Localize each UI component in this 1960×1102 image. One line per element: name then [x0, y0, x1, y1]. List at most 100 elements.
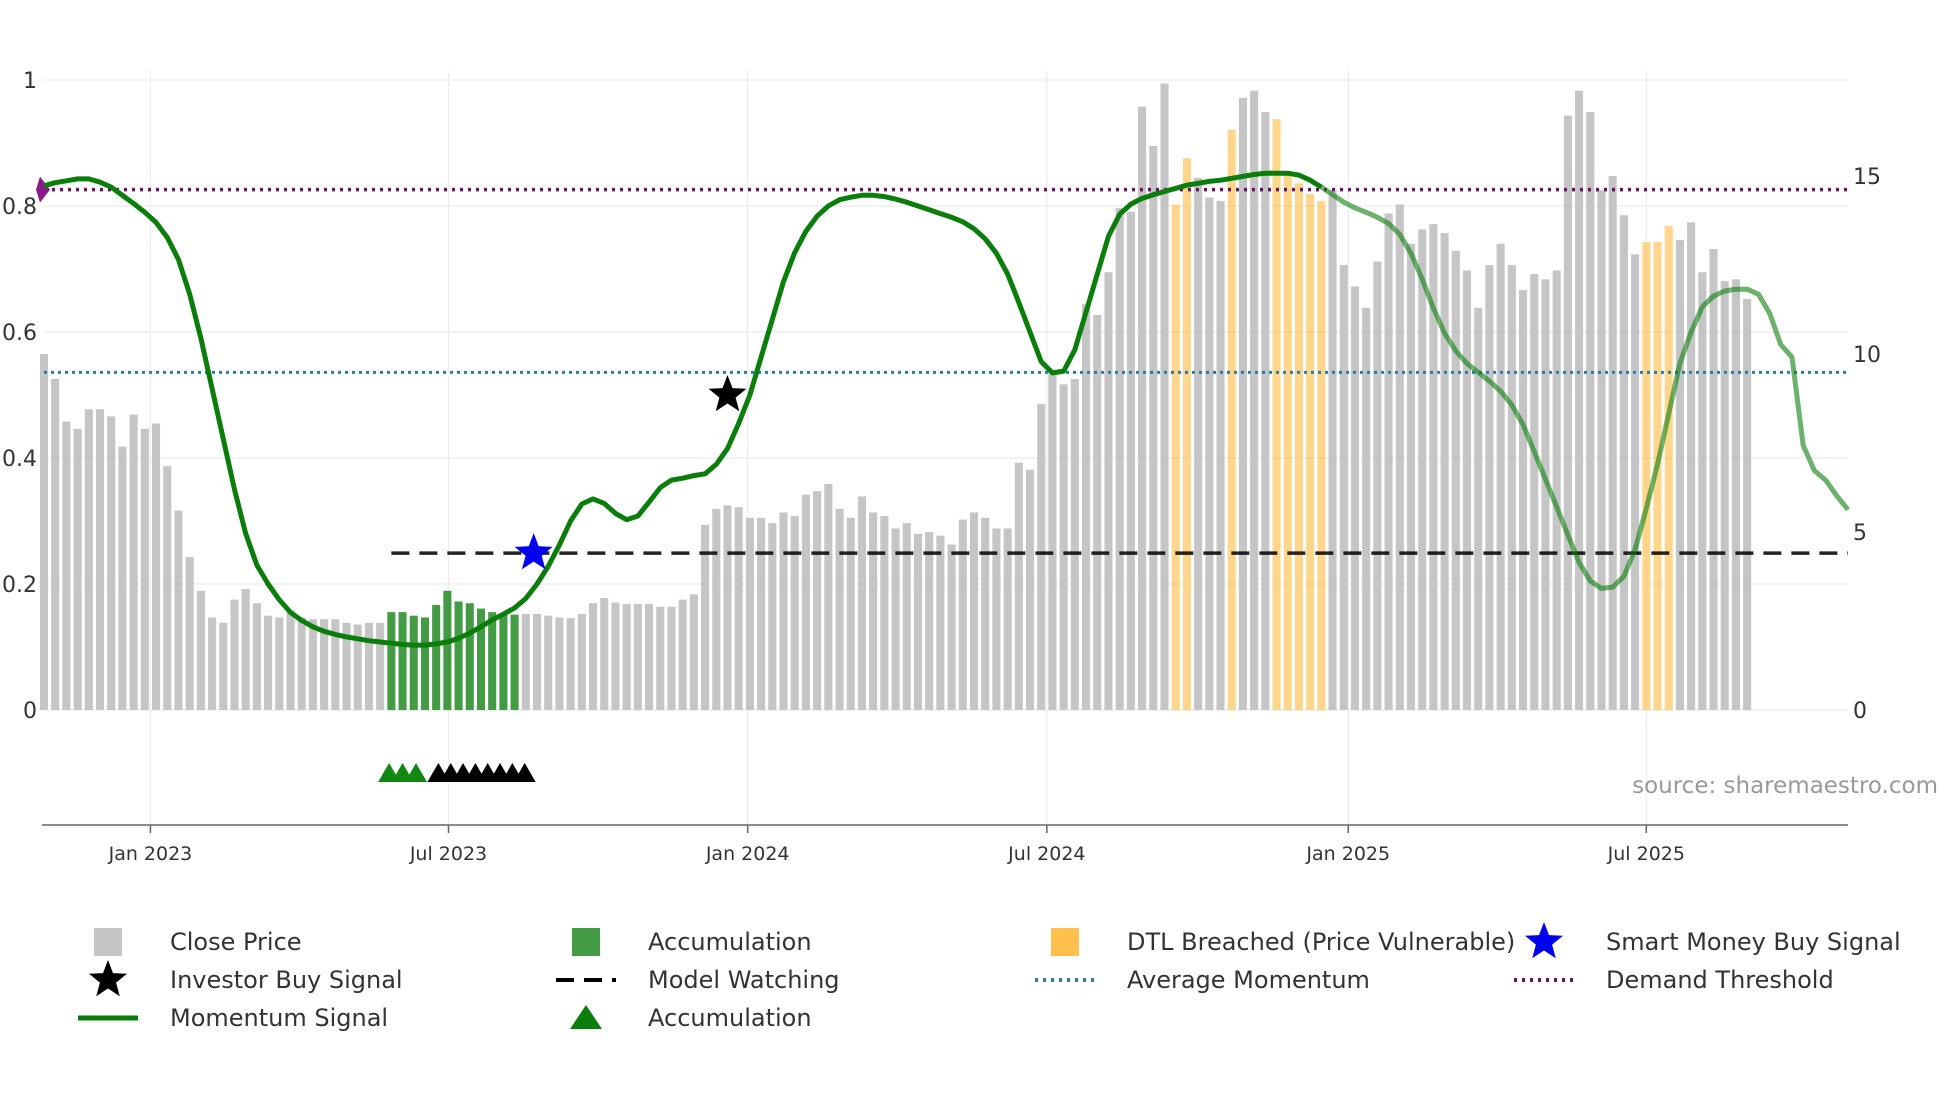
close-price-bar [880, 516, 889, 710]
legend-label: Momentum Signal [170, 1004, 388, 1032]
close-price-bar [1485, 265, 1494, 710]
left-tick-label: 0 [23, 699, 37, 724]
close-price-bar [1743, 298, 1752, 710]
reference-lines [36, 176, 1848, 555]
close-price-bar [555, 617, 564, 710]
legend-item: Investor Buy Signal [89, 960, 403, 997]
close-price-bar [645, 603, 654, 710]
close-price-bar [185, 556, 194, 710]
legend-label: Investor Buy Signal [170, 966, 403, 994]
close-price-bar [835, 508, 844, 710]
close-price-bar [1070, 378, 1079, 710]
close-price-bar [252, 603, 261, 710]
left-tick-label: 0.8 [2, 195, 37, 220]
close-price-bar [1395, 204, 1404, 710]
close-price-bar [107, 416, 116, 710]
close-price-bar [712, 508, 721, 710]
close-price-bar [1720, 281, 1729, 710]
close-price-bar [264, 615, 273, 710]
dtl-breached-bar [1272, 119, 1281, 711]
accumulation-bar [443, 590, 452, 710]
close-price-bar [275, 617, 284, 710]
close-price-bar [376, 622, 385, 710]
right-tick-label: 15 [1853, 165, 1881, 190]
investor-buy-signal-star [708, 375, 747, 412]
threshold-marker [36, 176, 50, 203]
close-price-bar [1440, 233, 1449, 710]
accumulation-markers [378, 763, 536, 782]
close-price-bar [1698, 272, 1707, 710]
close-price-bar [208, 617, 217, 710]
close-price-bar [286, 610, 295, 710]
legend-swatch [1051, 928, 1079, 956]
close-price-bar [577, 613, 586, 710]
close-price-bar [1530, 273, 1539, 710]
close-price-bar [1205, 197, 1214, 710]
close-price-bar [532, 613, 542, 710]
close-price-bar [1216, 201, 1225, 710]
close-price-bar [1597, 190, 1606, 710]
accumulation-bar [387, 612, 396, 710]
dtl-breached-bar [1171, 204, 1180, 710]
close-price-bar [600, 597, 609, 710]
right-tick-label: 5 [1853, 521, 1867, 546]
legend-label: Model Watching [648, 966, 840, 994]
close-price-bar [1675, 240, 1684, 710]
close-price-bar [1003, 528, 1012, 710]
accumulation-marker-black [513, 763, 536, 782]
close-price-bar [1731, 279, 1740, 710]
close-price-bar [1138, 106, 1147, 710]
close-price-bar [521, 613, 530, 710]
close-price-bar [1160, 83, 1169, 710]
right-tick-label: 0 [1853, 699, 1867, 724]
close-price-bar [152, 423, 161, 710]
accumulation-bar [465, 603, 474, 710]
close-price-bar [1631, 254, 1640, 710]
legend-item: Momentum Signal [78, 1004, 388, 1032]
close-price-bar [622, 603, 631, 710]
close-price-bar [1406, 243, 1416, 710]
close-price-bar [1026, 469, 1035, 710]
dtl-breached-bar [1653, 241, 1662, 710]
close-price-bar [678, 599, 687, 710]
legend-item: Close Price [94, 928, 302, 956]
legend-label: DTL Breached (Price Vulnerable) [1127, 928, 1515, 956]
close-price-bar [1048, 371, 1057, 710]
close-price-bar [1104, 272, 1113, 710]
close-price-bar [1496, 243, 1505, 710]
momentum-line [43, 170, 1323, 648]
close-price-bar [241, 588, 250, 710]
source-credit: source: sharemaestro.com [1632, 773, 1938, 799]
legend-swatch [572, 928, 600, 956]
x-tick-label: Jan 2024 [705, 843, 790, 865]
legend-item: Model Watching [556, 966, 840, 994]
close-price-bar [1519, 290, 1528, 710]
close-price-bar [1429, 224, 1438, 711]
close-price-bar [1586, 112, 1595, 711]
legend-label: Close Price [170, 928, 302, 956]
close-price-bar [1250, 90, 1259, 710]
accumulation-bar [409, 615, 418, 710]
legend-item: Smart Money Buy Signal [1525, 922, 1901, 959]
x-tick-label: Jul 2024 [1007, 843, 1085, 865]
close-price-bar [1037, 403, 1046, 710]
right-tick-label: 10 [1853, 343, 1881, 368]
legend-item: Accumulation [572, 928, 812, 956]
close-price-bar [757, 517, 766, 710]
close-price-bar [342, 622, 351, 710]
close-price-bar [656, 606, 665, 710]
close-price-bar [689, 594, 698, 710]
close-price-bar [1451, 250, 1460, 710]
legend-label: Smart Money Buy Signal [1606, 928, 1901, 956]
close-price-bar [936, 535, 945, 710]
close-price-bar [1507, 265, 1516, 710]
close-price-bar [1462, 270, 1472, 710]
accumulation-bar [398, 612, 407, 710]
close-price-bar [1373, 261, 1382, 710]
dtl-breached-bar [1182, 158, 1191, 711]
close-price-bar [84, 409, 93, 710]
left-tick-label: 1 [23, 69, 37, 94]
close-price-bar [230, 599, 239, 710]
close-price-bar [824, 483, 833, 710]
